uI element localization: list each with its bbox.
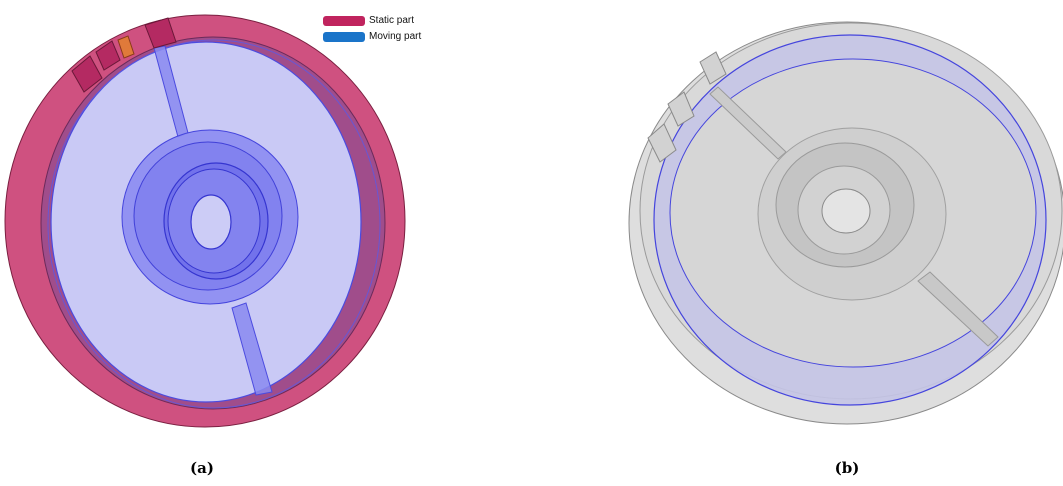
neutral-static-blocks [647, 51, 727, 163]
legend: Static part Moving part [323, 14, 463, 48]
moving-spoke-lower [231, 302, 273, 396]
moving-disk-rim [47, 39, 381, 409]
panel-b-model [628, 21, 1063, 425]
static-blocks [71, 17, 177, 93]
legend-label-static: Static part [369, 15, 415, 26]
center-bore [190, 194, 232, 250]
legend-swatch-moving [323, 32, 365, 42]
legend-swatch-static [323, 16, 365, 26]
caption-a: (a) [190, 459, 214, 477]
panel-a-model [4, 14, 406, 428]
neutral-spoke-lower [917, 271, 999, 347]
legend-item-static: Static part [323, 15, 414, 27]
caption-b: (b) [834, 459, 860, 477]
neutral-center-bore [821, 188, 871, 234]
neutral-spoke-upper [709, 86, 787, 160]
legend-item-moving: Moving part [323, 31, 421, 43]
legend-label-moving: Moving part [369, 31, 422, 42]
